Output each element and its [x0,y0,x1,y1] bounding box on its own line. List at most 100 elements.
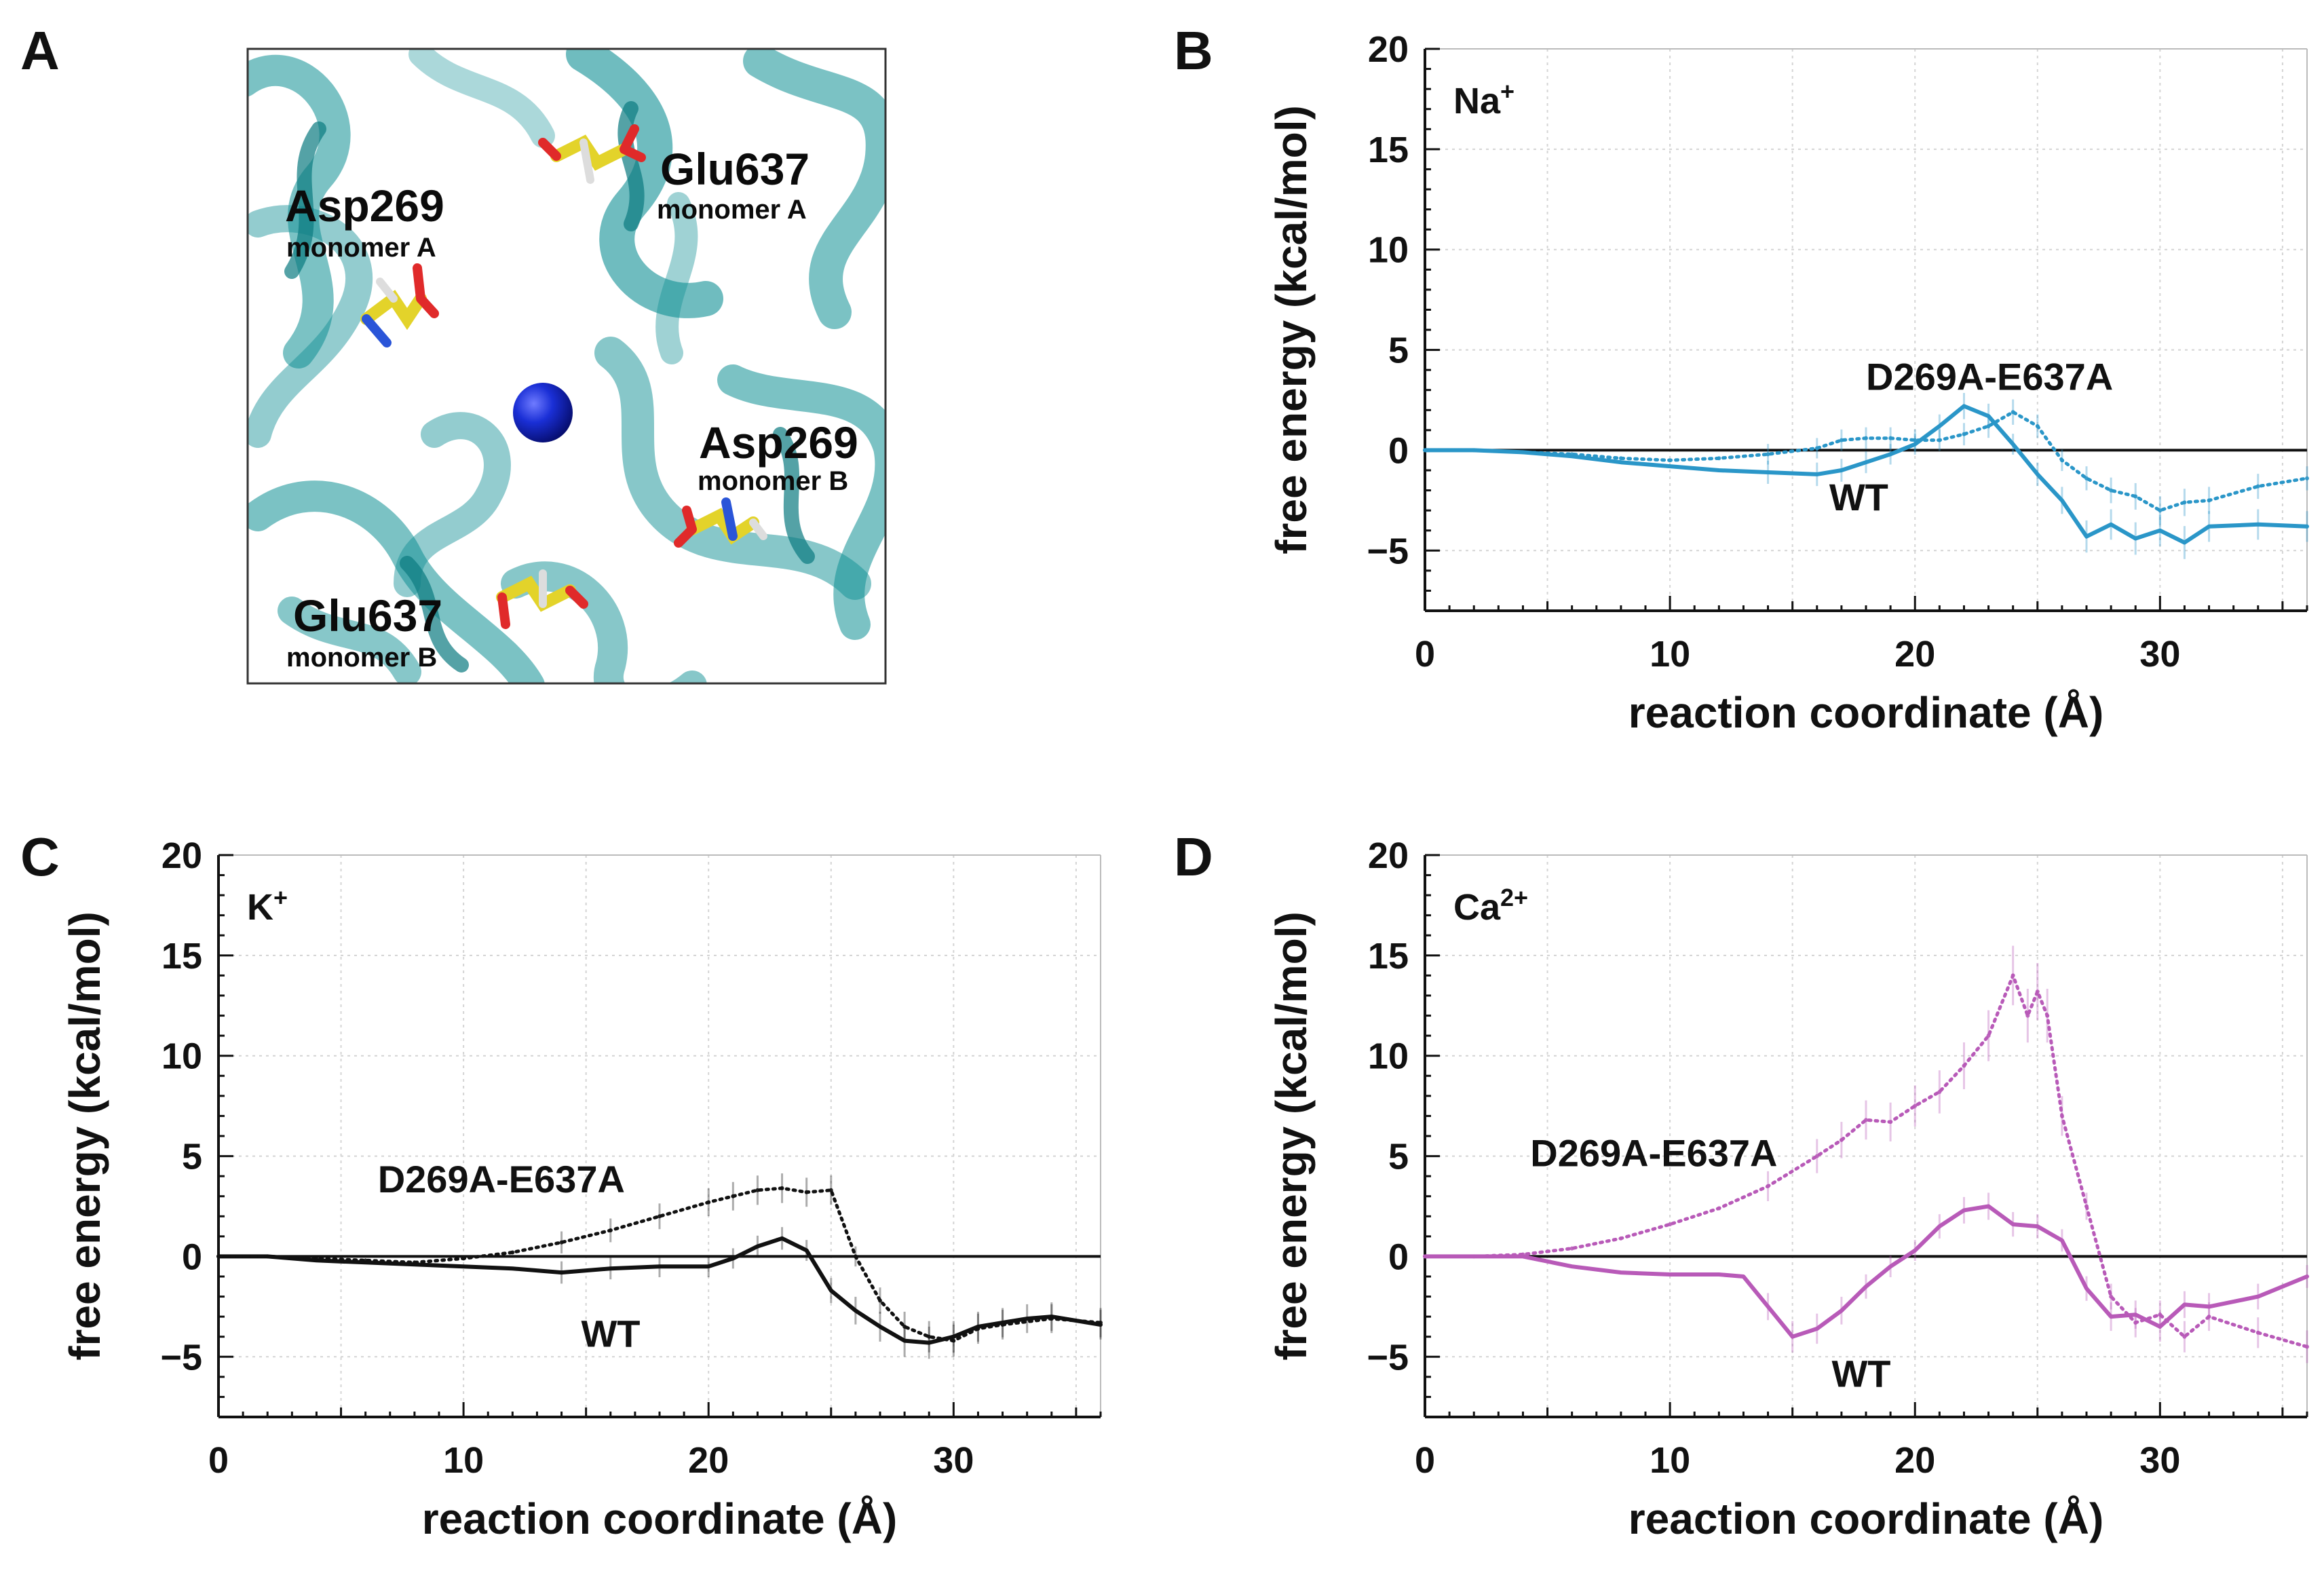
data-point [878,1325,882,1329]
data-point [2255,1330,2260,1335]
data-point [1423,448,1427,453]
data-point [927,1334,932,1339]
data-point [1864,460,1868,464]
data-point [1864,1285,1868,1289]
data-point [314,1256,319,1261]
annotation-mutant: D269A-E637A [378,1158,625,1201]
data-point [363,1258,368,1263]
data-point [1987,1205,1991,1209]
data-point [878,1298,882,1303]
residue-label-glu637-a: Glu637 [660,144,809,194]
y-tick-label: −5 [1367,1337,1409,1378]
y-tick-label: 0 [1388,1236,1409,1277]
data-point [1962,1208,1966,1212]
y-tick-label: 10 [1368,1036,1409,1077]
data-point [1839,1137,1844,1142]
data-point [1986,1034,1991,1038]
y-tick-label: 20 [1368,29,1409,70]
data-point [2011,442,2015,447]
data-point [1937,1089,1942,1094]
protein-helices [248,49,885,683]
annotation-mutant: D269A-E637A [1866,356,2113,398]
data-point [731,1256,735,1260]
data-point [510,1266,514,1270]
y-tick-label: 0 [1388,430,1409,471]
x-axis-label: reaction coordinate (Å) [422,1494,898,1543]
data-point [2060,1239,2064,1243]
data-point [1962,432,1966,436]
data-point [1766,1184,1770,1188]
data-point [1839,438,1844,442]
data-point [2305,1274,2309,1279]
data-point [1618,1236,1623,1241]
x-tick-label: 30 [2139,1440,2180,1481]
data-point [1668,1272,1672,1277]
data-point [1569,452,1574,457]
protein-render [248,49,885,683]
data-point [1888,436,1893,440]
data-point [853,1254,858,1259]
data-point [1791,1335,1795,1339]
data-point [2084,1287,2089,1291]
data-point [2182,540,2186,544]
data-point [1717,1206,1721,1211]
data-point [1840,468,1844,472]
data-point [1668,464,1672,468]
panel-d: D 0 10 20 30 −5 0 5 10 15 20 reaction coordinate (Å… [1174,827,2309,1543]
data-point [2182,1302,2186,1306]
series-mutant [1423,945,2309,1363]
x-axis-label: reaction coordinate (Å) [1628,1494,2104,1543]
data-point [2036,1224,2040,1228]
panel-letter-c: C [20,827,60,887]
data-point [2207,525,2211,529]
data-point [1049,1317,1054,1321]
annotation-wt: WT [581,1312,640,1355]
data-point [854,1308,858,1312]
data-point [1423,1254,1427,1259]
data-point [658,1264,662,1268]
ion-label: Ca2+ [1453,884,1528,928]
data-point [1864,1118,1868,1122]
data-point [2109,523,2113,527]
y-tick-label: 20 [1368,835,1409,876]
data-point [1521,1252,1525,1257]
data-point [2255,484,2260,489]
data-point [1766,1304,1770,1308]
data-point [1619,1270,1623,1274]
data-point [1619,460,1623,464]
data-point [412,1260,417,1265]
data-point [755,1245,759,1249]
data-point [2109,488,2114,493]
x-tick-label: 30 [933,1440,974,1481]
data-point [1962,1063,1966,1068]
panel-b: B 0 10 20 30 −5 0 5 10 15 20 reaction coordinate (Å… [1174,20,2309,737]
data-point [1472,1254,1477,1259]
data-point [2084,535,2089,539]
y-tick-label: 10 [1368,230,1409,271]
data-point [1717,1272,1721,1277]
data-point [2158,529,2162,533]
data-point [2158,1312,2163,1317]
x-tick-label: 0 [1415,1440,1435,1481]
data-point [2207,498,2211,503]
data-point [2158,508,2163,513]
data-point [2084,1204,2089,1209]
data-point [2207,1315,2211,1319]
data-point [1717,456,1721,461]
data-point [1668,458,1673,463]
residue-sub-asp269-b: monomer B [698,466,848,496]
y-tick-label: −5 [1367,531,1409,571]
data-point [461,1256,466,1261]
x-tick-label: 10 [1650,1440,1690,1481]
data-point [1814,446,1819,451]
data-point [559,1240,564,1245]
data-point [1913,438,1918,442]
residue-label-asp269-b: Asp269 [699,417,858,468]
data-point [2256,523,2260,527]
data-point [2011,973,2015,978]
data-point [1864,436,1868,440]
data-point [1570,1264,1574,1268]
panel-letter-a: A [20,20,60,81]
y-axis-label: free energy (kcal/mol) [1267,105,1316,554]
